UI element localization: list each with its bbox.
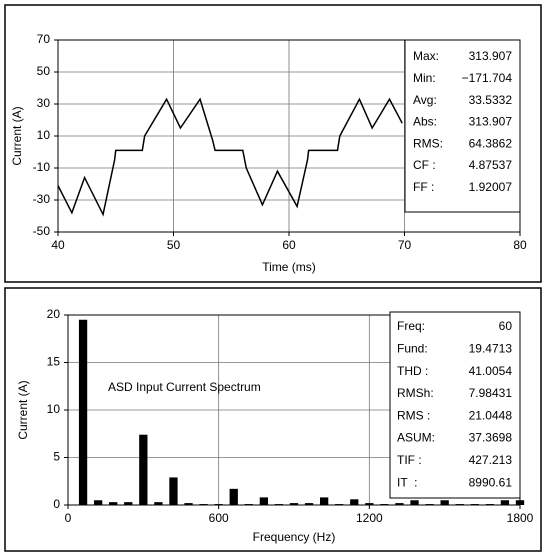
bar bbox=[319, 497, 329, 505]
stat-label: Max: bbox=[413, 49, 439, 63]
bar bbox=[289, 503, 299, 505]
stat-label: Min: bbox=[413, 71, 436, 85]
y-tick-label: -10 bbox=[33, 160, 51, 174]
bar bbox=[259, 497, 269, 505]
x-axis-label: Time (ms) bbox=[262, 260, 316, 274]
bar bbox=[78, 319, 88, 505]
x-tick-label: 60 bbox=[282, 238, 296, 252]
bar bbox=[500, 500, 510, 505]
bar bbox=[365, 503, 374, 505]
stat-label: RMS : bbox=[397, 408, 430, 422]
stats-box bbox=[404, 39, 521, 213]
stat-value: 1.92007 bbox=[469, 180, 513, 194]
stat-value: 21.0448 bbox=[469, 408, 513, 422]
y-tick-label: 0 bbox=[53, 497, 60, 511]
stats-box bbox=[389, 311, 521, 499]
bar bbox=[139, 434, 148, 505]
stat-value: −171.704 bbox=[462, 71, 513, 85]
bar bbox=[304, 503, 314, 505]
y-tick-label: 10 bbox=[47, 402, 61, 416]
stat-label: ASUM: bbox=[397, 431, 435, 445]
x-axis-label: Frequency (Hz) bbox=[253, 530, 336, 544]
bar bbox=[109, 502, 118, 505]
stat-label: IT : bbox=[397, 475, 417, 489]
bar bbox=[154, 502, 163, 505]
bar bbox=[184, 503, 193, 505]
waveform bbox=[57, 97, 403, 217]
y-tick-label: 20 bbox=[47, 307, 61, 321]
bar bbox=[124, 502, 133, 505]
stat-label: FF : bbox=[413, 180, 434, 194]
bar bbox=[395, 503, 404, 505]
bar bbox=[169, 477, 178, 505]
y-tick-label: 10 bbox=[37, 128, 51, 142]
stat-value: 313.907 bbox=[469, 49, 513, 63]
y-tick-label: 15 bbox=[47, 355, 61, 369]
y-tick-label: 30 bbox=[37, 96, 51, 110]
stat-label: Freq: bbox=[397, 319, 425, 333]
y-axis-label: Current (A) bbox=[10, 106, 24, 165]
x-tick-label: 1200 bbox=[356, 511, 383, 525]
stat-value: 7.98431 bbox=[469, 386, 513, 400]
bar bbox=[350, 499, 359, 505]
y-tick-label: -30 bbox=[33, 192, 51, 206]
x-tick-label: 600 bbox=[209, 511, 229, 525]
stat-value: 427.213 bbox=[469, 453, 513, 467]
annotation: ASD Input Current Spectrum bbox=[108, 380, 261, 394]
stat-value: 313.907 bbox=[469, 115, 513, 129]
y-tick-label: 70 bbox=[37, 32, 51, 46]
x-tick-label: 0 bbox=[65, 511, 72, 525]
y-tick-label: -50 bbox=[33, 224, 51, 238]
stat-value: 19.4713 bbox=[469, 341, 513, 355]
stat-value: 41.0054 bbox=[469, 364, 513, 378]
stat-label: RMS: bbox=[413, 136, 443, 150]
stat-label: RMSh: bbox=[397, 386, 434, 400]
stat-value: 33.5332 bbox=[469, 93, 513, 107]
x-tick-label: 50 bbox=[167, 238, 181, 252]
stat-value: 60 bbox=[499, 319, 513, 333]
stat-label: TIF : bbox=[397, 453, 422, 467]
y-tick-label: 50 bbox=[37, 64, 51, 78]
x-tick-label: 1800 bbox=[507, 511, 534, 525]
bar bbox=[93, 500, 103, 505]
bar bbox=[410, 500, 419, 505]
stat-value: 64.3862 bbox=[469, 136, 513, 150]
stat-value: 8990.61 bbox=[469, 475, 513, 489]
x-tick-label: 40 bbox=[51, 238, 65, 252]
stat-label: Avg: bbox=[413, 93, 437, 107]
y-axis-label: Current (A) bbox=[16, 380, 30, 439]
stat-value: 4.87537 bbox=[469, 158, 513, 172]
stat-label: CF : bbox=[413, 158, 436, 172]
x-tick-label: 70 bbox=[398, 238, 412, 252]
stat-label: THD : bbox=[397, 364, 428, 378]
bar bbox=[229, 488, 238, 505]
bar bbox=[440, 500, 449, 505]
bottom-panel bbox=[4, 287, 542, 552]
y-tick-label: 5 bbox=[53, 450, 60, 464]
stat-label: Abs: bbox=[413, 115, 437, 129]
top-panel bbox=[4, 4, 542, 283]
stat-label: Fund: bbox=[397, 341, 428, 355]
x-tick-label: 80 bbox=[513, 238, 527, 252]
stat-value: 37.3698 bbox=[469, 431, 513, 445]
